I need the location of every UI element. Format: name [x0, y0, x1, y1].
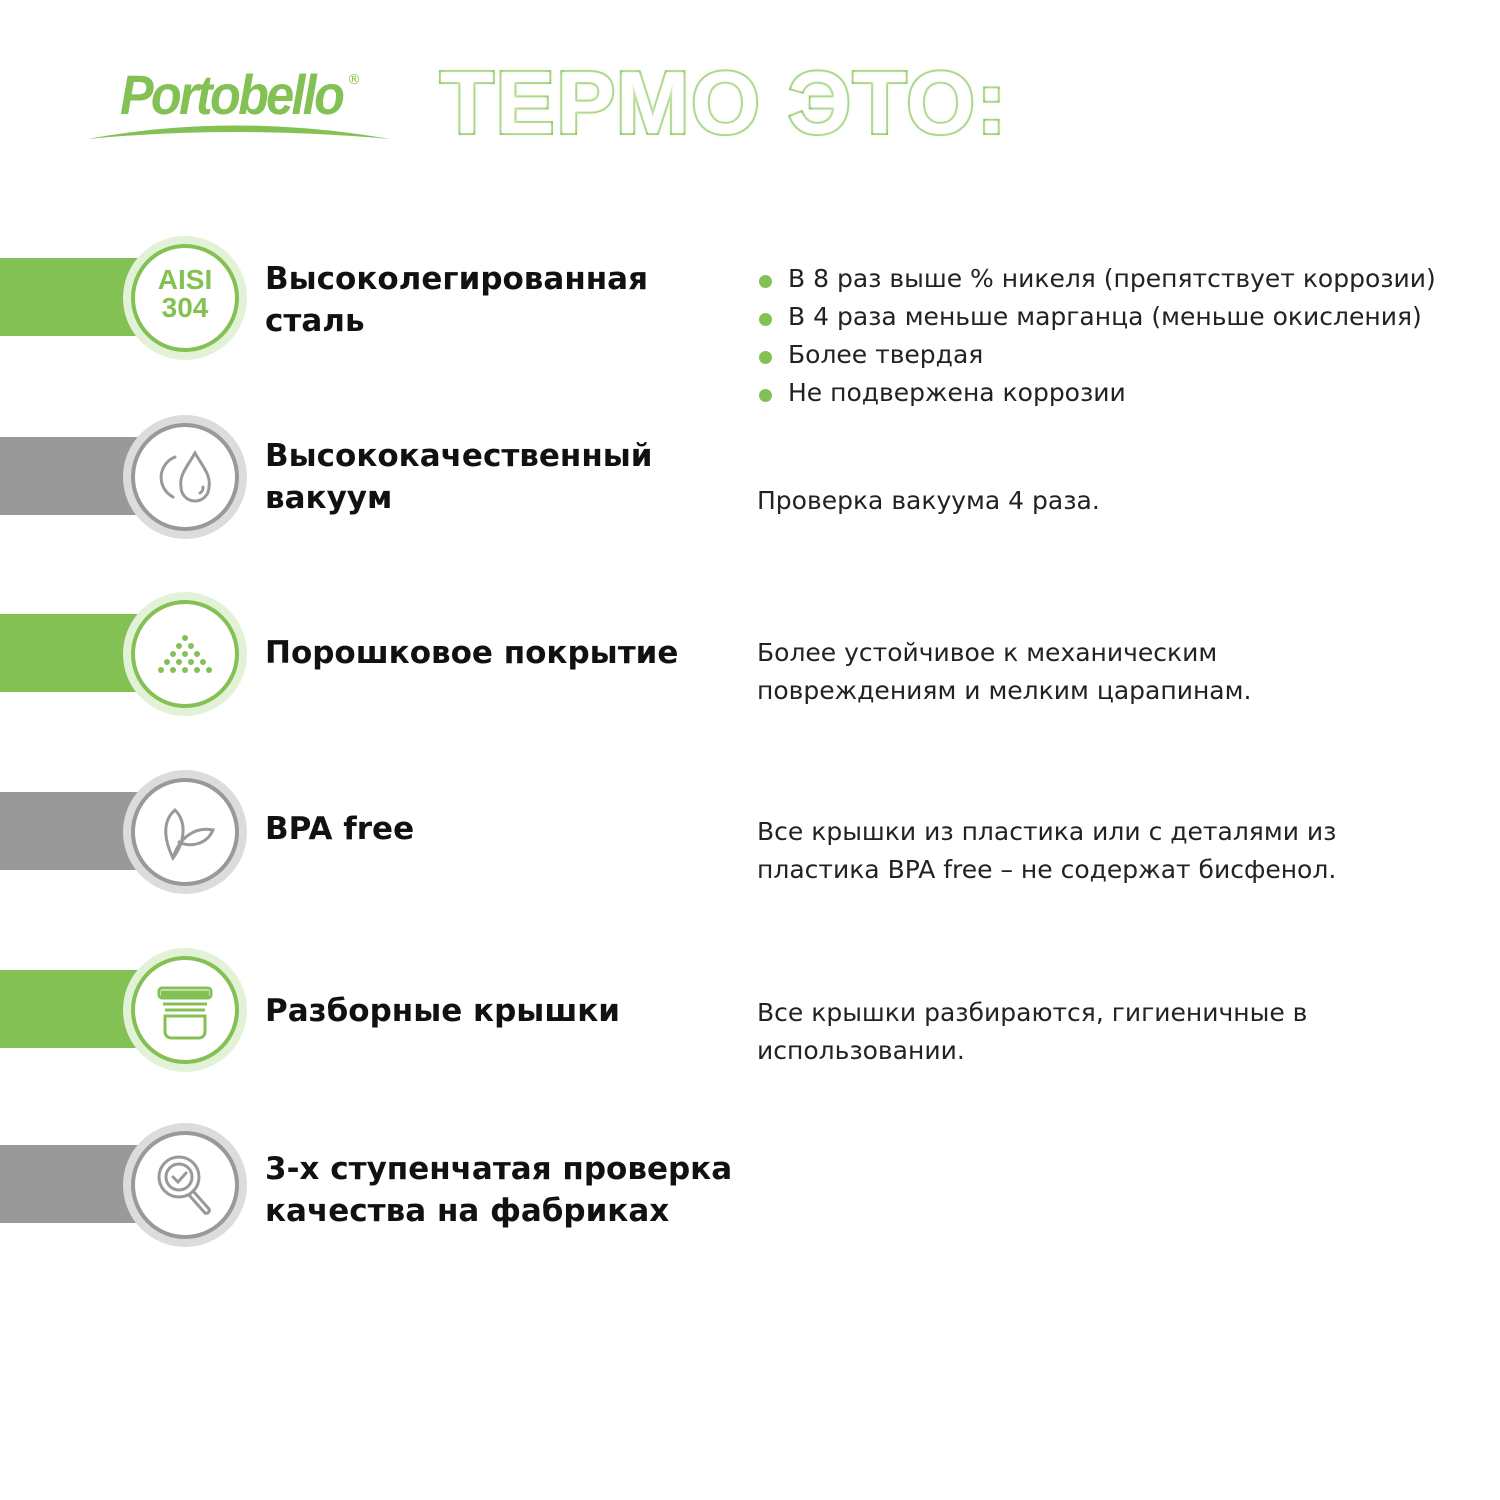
- portobello-logo: Portobello ®: [85, 62, 395, 147]
- aisi-304-badge-icon: AISI 304: [131, 244, 239, 352]
- feature-title: 3-х ступенчатая проверка качества на фаб…: [265, 1151, 733, 1229]
- headline: ТЕРМО ЭТО:: [438, 51, 1009, 154]
- feature-description: Все крышки разбираются, гигиеничные в ис…: [757, 998, 1308, 1065]
- feature-description: Все крышки из пластика или с деталями из…: [757, 817, 1337, 884]
- logo-text: Portobello: [120, 63, 345, 126]
- feature-title: BPA free: [265, 811, 415, 847]
- registered-mark: ®: [347, 72, 361, 88]
- feature-description: Более устойчивое к механическим поврежде…: [757, 638, 1252, 705]
- lid-icon: [131, 956, 239, 1064]
- logo-swoosh: [87, 125, 390, 139]
- powder-dots-icon: [131, 600, 239, 708]
- water-drop-icon: [131, 423, 239, 531]
- bullet-item: Более твердая: [757, 336, 1497, 374]
- feature-title: Высококачественный вакуум: [265, 438, 653, 516]
- leaf-icon: [131, 778, 239, 886]
- feature-bullets: В 8 раз выше % никеля (препятствует корр…: [757, 260, 1497, 412]
- bullet-item: Не подвержена коррозии: [757, 374, 1497, 412]
- feature-title: Разборные крышки: [265, 993, 621, 1029]
- feature-title: Высоколегированная сталь: [265, 261, 649, 339]
- magnifier-check-icon: [131, 1131, 239, 1239]
- feature-description: Проверка вакуума 4 раза.: [757, 486, 1100, 515]
- bullet-item: В 4 раза меньше марганца (меньше окислен…: [757, 298, 1497, 336]
- feature-title: Порошковое покрытие: [265, 635, 679, 671]
- bullet-item: В 8 раз выше % никеля (препятствует корр…: [757, 260, 1497, 298]
